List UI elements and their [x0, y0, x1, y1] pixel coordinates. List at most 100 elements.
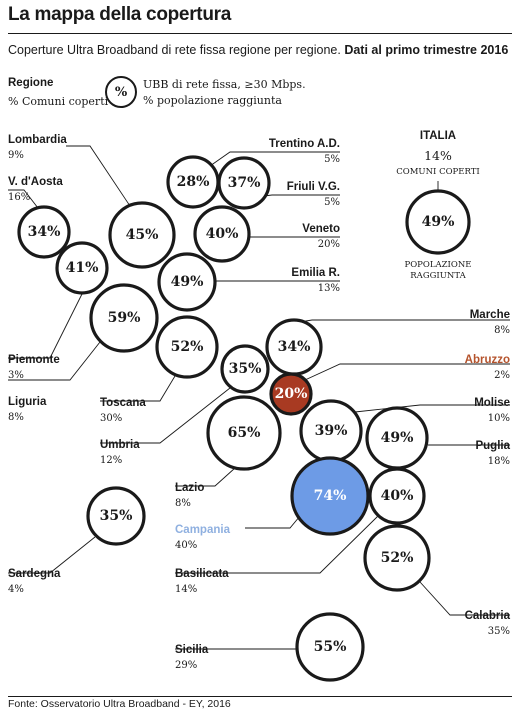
- region-comuni-calabria: 35%: [488, 626, 510, 637]
- bubble-value-marche: 34%: [278, 339, 311, 355]
- leader-line-toscana: [100, 375, 176, 402]
- bubble-emilia-r: [157, 252, 217, 312]
- subtitle-date: Dati al primo trimestre 2016: [344, 43, 509, 57]
- leader-line-campania: [245, 515, 301, 529]
- region-comuni-basilicata: 14%: [175, 584, 197, 595]
- bubble-lazio: [206, 395, 282, 471]
- region-comuni-lazio: 8%: [175, 498, 191, 509]
- legend-coverage-label: % Comuni coperti: [8, 95, 109, 108]
- region-name-piemonte: Piemonte: [8, 354, 60, 366]
- region-comuni-abruzzo: 2%: [494, 370, 510, 381]
- region-comuni-campania: 40%: [175, 540, 197, 551]
- bubble-value-toscana: 52%: [171, 339, 204, 355]
- bubble-value-piemonte: 41%: [66, 260, 99, 276]
- italia-comuni-label: COMUNI COPERTI: [396, 167, 480, 177]
- bubble-value-puglia: 49%: [381, 430, 414, 446]
- region-name-v-d-aosta: V. d'Aosta: [8, 176, 63, 188]
- region-name-trentino-a-d: Trentino A.D.: [269, 138, 340, 150]
- leader-line-liguria: [8, 341, 101, 381]
- region-name-marche: Marche: [470, 309, 510, 321]
- bubble-value-liguria: 59%: [108, 310, 141, 326]
- footer-divider: [8, 696, 512, 697]
- leader-line-friuli-v-g: [263, 194, 340, 197]
- bubble-calabria: [363, 524, 431, 592]
- bubble-value-emilia-r: 49%: [171, 274, 204, 290]
- legend-population-label: % popolazione raggiunta: [143, 94, 282, 107]
- region-comuni-puglia: 18%: [488, 456, 510, 467]
- region-comuni-veneto: 20%: [318, 239, 340, 250]
- region-name-umbria: Umbria: [100, 439, 140, 451]
- italia-population-label-2: RAGGIUNTA: [410, 271, 466, 281]
- region-name-abruzzo: Abruzzo: [465, 354, 510, 366]
- bubble-value-friuli-v-g: 37%: [228, 175, 261, 191]
- region-comuni-liguria: 8%: [8, 412, 24, 423]
- legend-ubb-label: UBB di rete fissa, ≥30 Mbps.: [143, 78, 306, 91]
- region-name-lombardia: Lombardia: [8, 134, 67, 146]
- region-comuni-friuli-v-g: 5%: [324, 197, 340, 208]
- bubble-value-basilicata: 40%: [381, 488, 414, 504]
- region-comuni-sardegna: 4%: [8, 584, 24, 595]
- bubble-value-sicilia: 55%: [314, 639, 347, 655]
- bubble-value-abruzzo: 20%: [275, 386, 308, 402]
- source-note: Fonte: Osservatorio Ultra Broadband - EY…: [8, 698, 231, 710]
- region-comuni-v-d-aosta: 16%: [8, 192, 30, 203]
- legend-circle-symbol: %: [114, 84, 128, 100]
- region-name-sicilia: Sicilia: [175, 644, 209, 656]
- bubble-sardegna: [86, 486, 146, 546]
- italia-population-value: 49%: [422, 214, 455, 230]
- region-name-lazio: Lazio: [175, 482, 204, 494]
- bubble-sicilia: [295, 612, 365, 682]
- leader-line-sardegna: [8, 536, 96, 574]
- leader-line-piemonte: [8, 293, 83, 359]
- legend-circle: %: [105, 76, 137, 108]
- region-comuni-piemonte: 3%: [8, 370, 24, 381]
- region-comuni-lombardia: 9%: [8, 150, 24, 161]
- leader-line-basilicata: [175, 515, 379, 574]
- bubble-v-d-aosta: [17, 205, 71, 259]
- region-name-liguria: Liguria: [8, 396, 47, 408]
- region-name-emilia-r: Emilia R.: [291, 267, 340, 279]
- legend-region-label: Regione: [8, 77, 54, 89]
- bubble-value-lombardia: 45%: [126, 227, 159, 243]
- region-comuni-marche: 8%: [494, 325, 510, 336]
- bubble-value-campania: 74%: [314, 488, 347, 504]
- bubble-veneto: [193, 205, 251, 263]
- leader-line-trentino-a-d: [209, 151, 340, 167]
- leader-line-umbria: [100, 387, 231, 444]
- region-name-campania: Campania: [175, 524, 231, 536]
- bubble-value-lazio: 65%: [228, 425, 261, 441]
- leader-line-lombardia: [66, 145, 131, 207]
- bubble-value-sardegna: 35%: [100, 508, 133, 524]
- region-comuni-umbria: 12%: [100, 455, 122, 466]
- region-name-friuli-v-g: Friuli V.G.: [287, 181, 340, 193]
- italia-population-label-1: POPOLAZIONE: [404, 260, 471, 270]
- bubble-value-veneto: 40%: [206, 226, 239, 242]
- region-comuni-sicilia: 29%: [175, 660, 197, 671]
- bubble-piemonte: [55, 241, 109, 295]
- subtitle: Coperture Ultra Broadband di rete fissa …: [8, 43, 508, 57]
- region-name-puglia: Puglia: [475, 440, 510, 452]
- bubble-value-calabria: 52%: [381, 550, 414, 566]
- bubble-abruzzo: [269, 372, 313, 416]
- italia-comuni-value: 14%: [424, 148, 452, 163]
- bubble-lombardia: [108, 201, 176, 269]
- leader-line-v-d-aosta: [8, 189, 39, 209]
- bubble-friuli-v-g: [217, 156, 271, 210]
- italia-bubble: [405, 189, 471, 255]
- title-divider: [8, 33, 512, 34]
- bubble-basilicata: [368, 467, 426, 525]
- region-name-molise: Molise: [474, 397, 510, 409]
- region-comuni-trentino-a-d: 5%: [324, 154, 340, 165]
- region-comuni-emilia-r: 13%: [318, 283, 340, 294]
- bubble-value-umbria: 35%: [229, 361, 262, 377]
- subtitle-text: Coperture Ultra Broadband di rete fissa …: [8, 43, 341, 57]
- region-comuni-molise: 10%: [488, 413, 510, 424]
- bubble-liguria: [89, 283, 159, 353]
- bubble-value-molise: 39%: [315, 423, 348, 439]
- region-name-veneto: Veneto: [302, 223, 340, 235]
- region-name-toscana: Toscana: [100, 397, 146, 409]
- leader-line-abruzzo: [304, 363, 510, 381]
- leader-line-lazio: [175, 467, 236, 487]
- bubble-toscana: [155, 315, 219, 379]
